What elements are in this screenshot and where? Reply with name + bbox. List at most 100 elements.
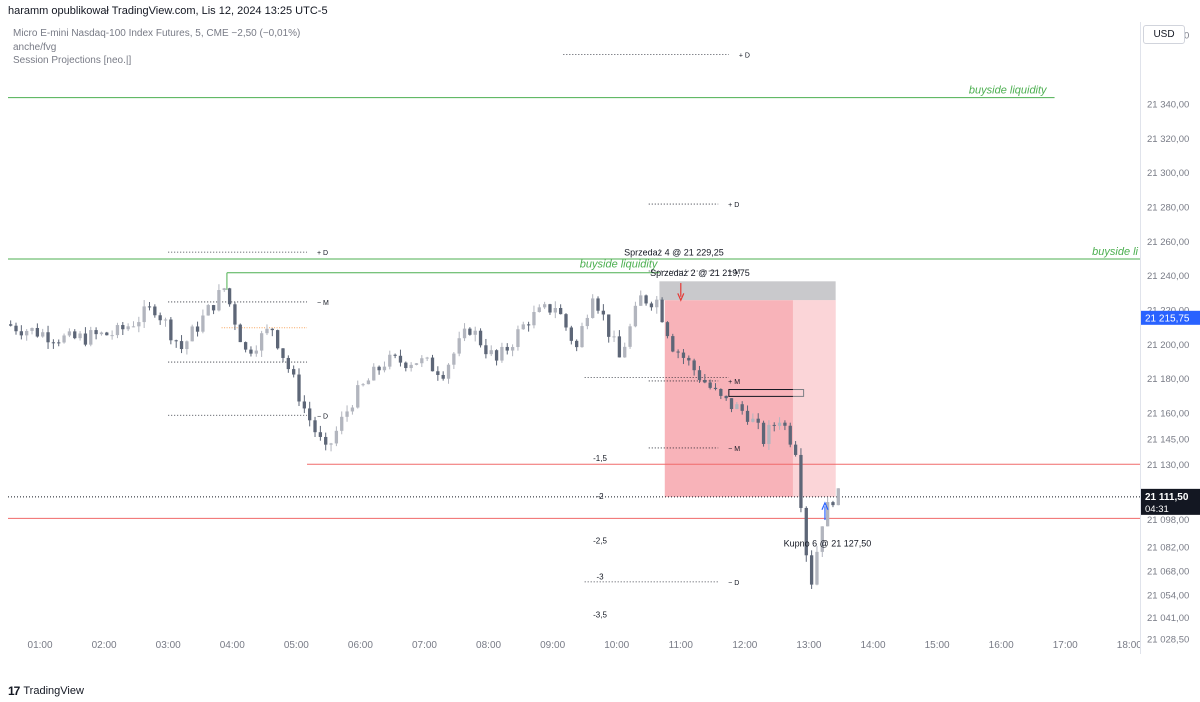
candle-body: [697, 370, 702, 380]
time-tick-label: 16:00: [989, 640, 1014, 651]
candle-body: [372, 366, 376, 381]
candle-body: [398, 355, 403, 363]
price-tick-label: 21 240,00: [1147, 271, 1189, 282]
candle-body: [537, 307, 541, 313]
candle-body: [238, 324, 242, 343]
candle-body: [617, 336, 622, 358]
candle-body: [163, 319, 168, 321]
std-label: -2,5: [593, 537, 607, 546]
candle-body: [478, 330, 483, 346]
candle-body: [596, 298, 600, 311]
candle-body: [201, 315, 205, 332]
trade-label-buy: Kupno 6 @ 21 127,50: [784, 539, 872, 549]
candle-body: [788, 425, 792, 445]
time-tick-label: 12:00: [732, 640, 757, 651]
candle-body: [783, 422, 787, 426]
time-tick-label: 02:00: [92, 640, 117, 651]
price-tick-label: 21 200,00: [1147, 340, 1189, 351]
zone-fvg-box: [728, 389, 805, 397]
candle-body: [494, 350, 499, 361]
candle-body: [468, 328, 472, 335]
candle-body: [441, 374, 445, 379]
candle-body: [430, 357, 435, 372]
projection-label: + M: [728, 269, 740, 276]
std-label: -1,5: [593, 454, 607, 463]
candle-body: [51, 342, 56, 344]
trade-label-sell: Sprzedaż 2 @ 21 219,75: [650, 268, 750, 278]
candle-body: [644, 295, 648, 304]
publisher-header: haramm opublikował TradingView.com, Lis …: [0, 0, 1200, 22]
candle-body: [548, 304, 552, 313]
candle-body: [489, 350, 493, 355]
candle-body: [110, 335, 114, 337]
candle-body: [249, 349, 253, 354]
time-tick-label: 15:00: [925, 640, 950, 651]
candle-body: [553, 308, 557, 313]
candle-body: [510, 347, 515, 351]
candle-body: [409, 364, 413, 369]
candle-body: [500, 346, 504, 361]
projection-label: − M: [317, 300, 329, 307]
indicator-fvg[interactable]: anche/fvg: [13, 41, 57, 53]
candle-body: [195, 326, 200, 332]
candle-body: [425, 357, 429, 359]
candle-body: [580, 326, 584, 348]
footer: 17 TradingView: [0, 680, 1200, 702]
candle-body: [639, 295, 643, 306]
candle-body: [340, 416, 344, 431]
candle-body: [62, 335, 66, 343]
symbol-legend-line[interactable]: Micro E-mini Nasdaq-100 Index Futures, 5…: [13, 28, 301, 39]
candle-body: [356, 385, 360, 408]
candle-body: [836, 488, 840, 506]
candle-body: [281, 348, 285, 358]
candle-body: [57, 342, 61, 344]
chart-canvas[interactable]: + D + D + D + M − M + M − D − M − D buyside liqui…: [0, 22, 1142, 654]
trade-label-sell: Sprzedaż 4 @ 21 229,25: [624, 248, 724, 258]
candle-body: [462, 328, 467, 339]
indicator-session-projections[interactable]: Session Projections [neo.|]: [13, 55, 132, 66]
candle-body: [473, 330, 477, 335]
time-tick-label: 09:00: [540, 640, 565, 651]
candle-body: [388, 354, 392, 367]
chart-legend: Micro E-mini Nasdaq-100 Index Futures, 5…: [13, 27, 300, 68]
candle-body: [558, 308, 563, 315]
candle-body: [436, 371, 440, 375]
price-tick-label: 21 160,00: [1147, 409, 1189, 420]
candle-body: [19, 331, 24, 336]
chart-pane[interactable]: + D + D + D + M − M + M − D − M − D buyside liqui…: [0, 22, 1142, 654]
candle-body: [190, 326, 194, 342]
candle-body: [793, 444, 798, 455]
tradingview-logo[interactable]: 17 TradingView: [8, 684, 84, 698]
candle-body: [73, 331, 77, 339]
candle-body: [457, 338, 461, 354]
candle-body: [756, 418, 760, 423]
candle-body: [831, 502, 835, 506]
candle-body: [153, 306, 157, 316]
candle-body: [767, 424, 771, 444]
candle-body: [366, 380, 371, 385]
price-tick-label: 21 028,50: [1147, 634, 1189, 645]
candle-body: [708, 382, 712, 388]
candle-body: [292, 369, 296, 375]
candle-body: [703, 379, 707, 383]
candle-body: [334, 430, 339, 444]
candle-body: [777, 422, 782, 426]
candle-body: [67, 331, 72, 336]
price-tick-label: 21 180,00: [1147, 374, 1189, 385]
candle-body: [521, 324, 525, 330]
time-tick-label: 17:00: [1053, 640, 1078, 651]
time-tick-label: 01:00: [28, 640, 53, 651]
currency-button[interactable]: USD: [1143, 25, 1185, 44]
candle-body: [302, 401, 307, 409]
candle-body: [719, 389, 723, 396]
candle-body: [211, 305, 216, 311]
candle-body: [532, 312, 536, 326]
candle-body: [94, 330, 98, 335]
candle-body: [30, 327, 34, 331]
price-tick-label: 21 054,00: [1147, 591, 1189, 602]
price-tick-label: 21 098,00: [1147, 515, 1189, 526]
candle-body: [681, 352, 686, 358]
candle-body: [35, 327, 40, 337]
